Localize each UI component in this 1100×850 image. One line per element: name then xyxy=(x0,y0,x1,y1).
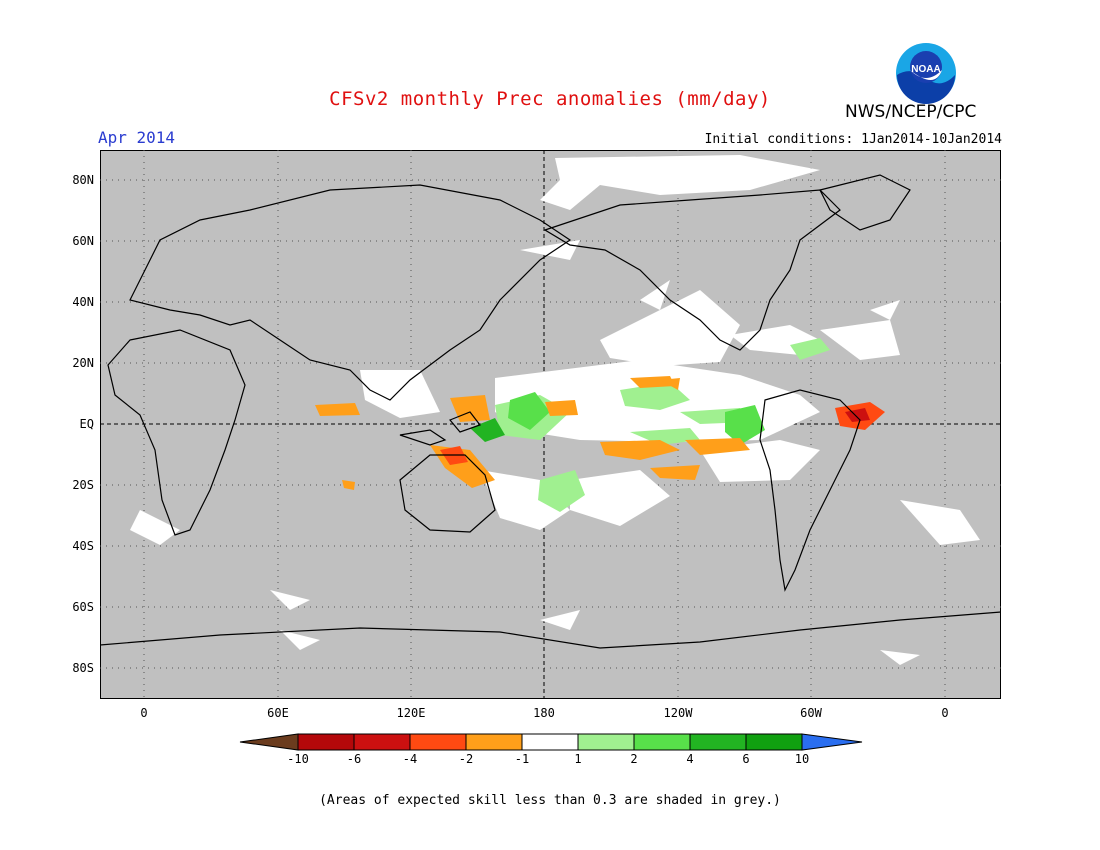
lat-label-20s: 20S xyxy=(72,478,94,492)
colorbar-swatch-4-6 xyxy=(689,733,747,751)
colorbar-label-4: 4 xyxy=(686,752,694,766)
colorbar-label-neg10: -10 xyxy=(287,752,309,766)
svg-text:NOAA: NOAA xyxy=(911,64,940,75)
lat-label-60s: 60S xyxy=(72,600,94,614)
colorbar-swatch-neg4-neg2 xyxy=(409,733,467,751)
map-title: CFSv2 monthly Prec anomalies (mm/day) xyxy=(329,88,771,110)
colorbar-swatch-below-neg10 xyxy=(239,733,299,751)
lon-label-60e: 60E xyxy=(267,706,289,720)
forecast-month: Apr 2014 xyxy=(98,128,176,147)
colorbar-swatch-neg6-neg4 xyxy=(353,733,411,751)
colorbar-swatch-above-10 xyxy=(801,733,863,751)
lat-label-80s: 80S xyxy=(72,661,94,675)
noaa-logo-icon: NOAA xyxy=(896,43,956,104)
lon-label-0-east: 0 xyxy=(941,706,949,720)
lon-label-0: 0 xyxy=(140,706,148,720)
colorbar-label-neg2: -2 xyxy=(458,752,474,766)
lat-label-40n: 40N xyxy=(72,295,94,309)
colorbar-label-neg6: -6 xyxy=(346,752,362,766)
lat-label-20n: 20N xyxy=(72,356,94,370)
colorbar-label-neg1: -1 xyxy=(514,752,530,766)
lon-label-120w: 120W xyxy=(663,706,693,720)
colorbar-swatch-neg1-1 xyxy=(521,733,579,751)
wet-anomaly-moderate xyxy=(508,392,765,445)
colorbar-label-2: 2 xyxy=(630,752,638,766)
colorbar-swatch-neg2-neg1 xyxy=(465,733,523,751)
agency-label: NWS/NCEP/CPC xyxy=(845,102,977,122)
skill-footnote: (Areas of expected skill less than 0.3 a… xyxy=(319,793,781,808)
initial-conditions: Initial conditions: 1Jan2014-10Jan2014 xyxy=(704,132,1002,147)
near-normal-areas xyxy=(130,155,980,665)
colorbar-label-10: 10 xyxy=(794,752,810,766)
colorbar-label-6: 6 xyxy=(742,752,750,766)
colorbar-label-neg4: -4 xyxy=(402,752,418,766)
wet-anomaly-strong xyxy=(470,418,505,442)
colorbar-swatch-2-4 xyxy=(633,733,691,751)
colorbar-label-1: 1 xyxy=(574,752,582,766)
lat-label-40s: 40S xyxy=(72,539,94,553)
dry-anomaly-light xyxy=(315,376,750,490)
lon-label-120e: 120E xyxy=(396,706,426,720)
precip-anomaly-map xyxy=(100,150,1001,699)
colorbar-swatch-neg10-neg6 xyxy=(297,733,355,751)
lat-label-eq: EQ xyxy=(79,417,94,431)
lon-label-60w: 60W xyxy=(800,706,822,720)
colorbar xyxy=(239,733,863,751)
lon-label-180: 180 xyxy=(533,706,555,720)
colorbar-swatch-6-10 xyxy=(745,733,803,751)
lat-label-80n: 80N xyxy=(72,173,94,187)
lat-label-60n: 60N xyxy=(72,234,94,248)
coastlines xyxy=(100,174,1001,649)
colorbar-swatch-1-2 xyxy=(577,733,635,751)
